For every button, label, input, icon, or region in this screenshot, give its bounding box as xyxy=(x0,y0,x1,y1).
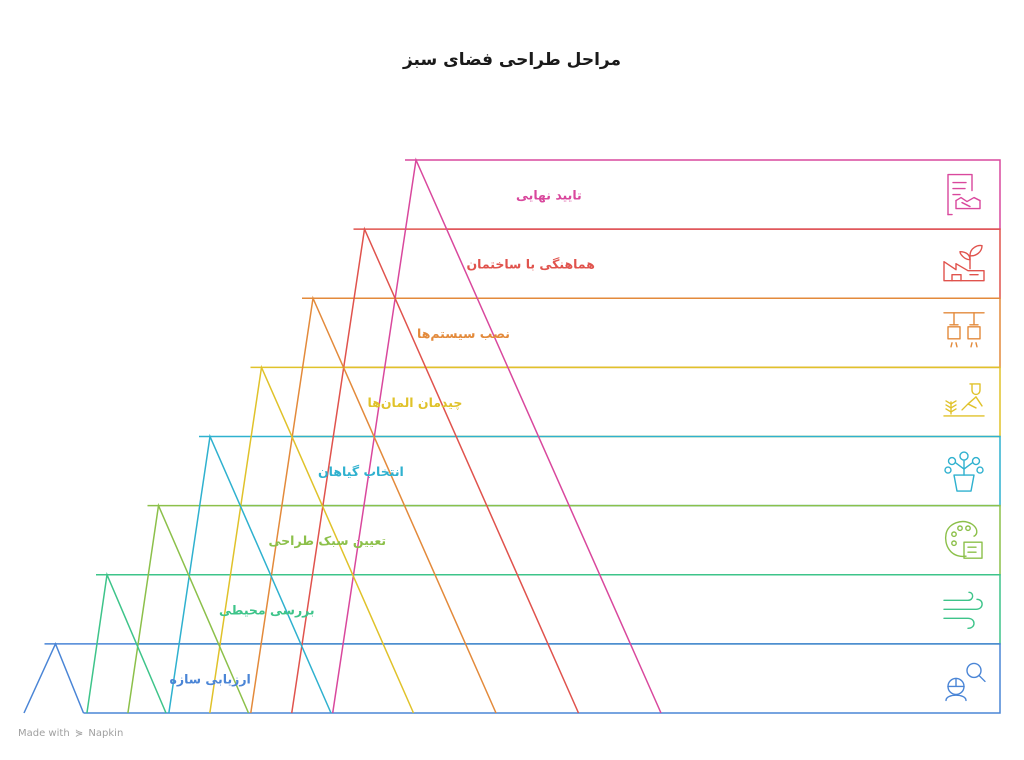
step-band xyxy=(416,159,1001,230)
footer-credit: Made with ⋟ Napkin xyxy=(18,728,123,739)
step-band xyxy=(55,643,1001,714)
potted-plant-icon xyxy=(944,451,984,492)
made-with-text: Made with xyxy=(18,728,70,739)
wind-icon xyxy=(943,591,983,630)
inspector-search-icon xyxy=(945,662,986,702)
gardener-icon xyxy=(943,383,985,417)
step-label: بررسی محیطی xyxy=(219,602,315,617)
step-label: تعیین سبک طراحی xyxy=(269,533,387,548)
contract-handshake-icon xyxy=(947,173,981,216)
step-label: انتخاب گیاهان xyxy=(318,464,404,479)
step-label: تایید نهایی xyxy=(516,188,582,203)
step-label: هماهنگی با ساختمان xyxy=(467,257,595,272)
brand-name: Napkin xyxy=(88,728,124,739)
palette-icon xyxy=(944,520,983,559)
step-label: نصب سیستم‌ها xyxy=(417,326,510,341)
page-title: مراحل طراحی فضای سبز xyxy=(402,50,622,70)
step-band xyxy=(364,228,1001,299)
step-label: ارزیابی سازه xyxy=(170,671,251,686)
step-triangle xyxy=(23,641,85,714)
napkin-logo-icon: ⋟ xyxy=(74,728,84,739)
step-label: چیدمان المان‌ها xyxy=(368,395,463,410)
hanging-lights-icon xyxy=(943,312,985,348)
building-plant-icon xyxy=(943,244,985,282)
